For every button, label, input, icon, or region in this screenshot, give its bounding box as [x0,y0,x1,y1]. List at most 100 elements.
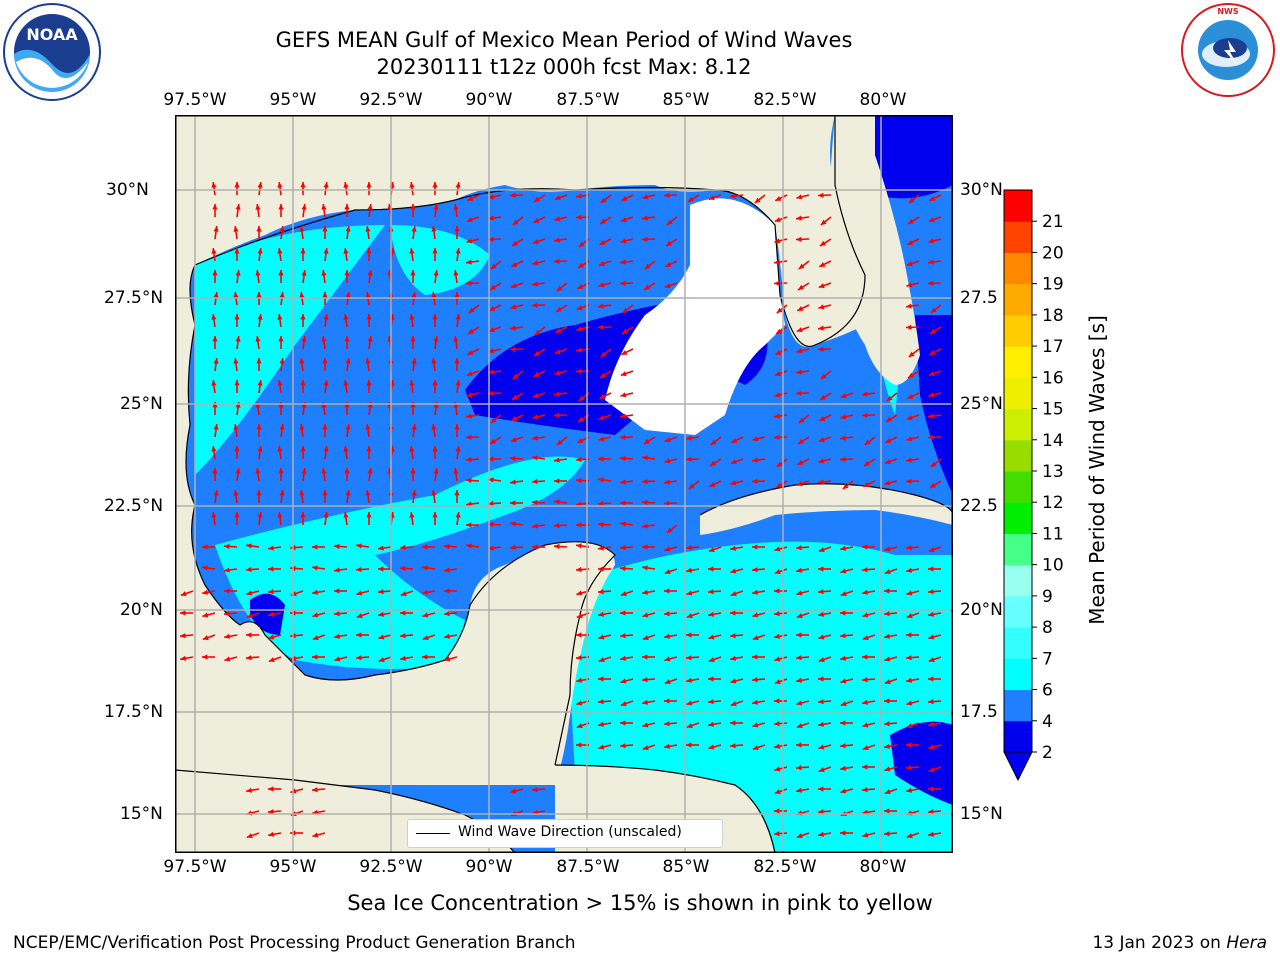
wave-direction-arrowhead [213,490,219,496]
wave-direction-arrowhead [620,701,627,707]
wave-direction-arrowhead [862,589,868,595]
wave-direction-arrowhead [930,328,936,334]
wave-direction-arrowhead [344,336,350,342]
wave-direction-arrowhead [532,281,538,287]
wave-direction-arrowhead [818,634,825,640]
wave-direction-arrowhead [818,831,824,837]
wave-direction-arrowhead [818,589,824,595]
lat-tick-right: 25°N [960,394,1003,414]
wave-direction-arrowhead [256,358,262,364]
wave-direction-arrowhead [334,656,341,662]
colorbar-segment [1004,502,1032,534]
wave-direction-arrowhead [367,402,373,408]
wave-direction-arrowhead [234,446,240,452]
wave-direction-arrowhead [776,328,782,334]
wave-direction-arrowhead [366,314,372,320]
wave-direction-arrowhead [796,194,803,200]
wave-direction-arrowhead [277,182,283,188]
colorbar-segment [1004,533,1032,566]
wave-direction-arrowhead [224,656,231,662]
wave-direction-arrowhead [906,723,913,729]
wave-direction-arrowhead [620,610,626,616]
wave-direction-arrowhead [840,545,846,551]
colorbar-segment [1004,408,1032,441]
wave-direction-arrowhead [345,292,351,298]
wave-direction-arrowhead [862,654,868,660]
wave-direction-arrowhead [708,699,714,705]
wave-direction-arrowhead [488,545,494,551]
lon-tick-top: 80°W [859,90,907,110]
wave-direction-arrowhead [366,446,372,452]
wave-direction-arrowhead [534,329,541,335]
wave-direction-arrowhead [884,611,890,617]
wave-direction-arrowhead [818,437,825,443]
wave-direction-arrowhead [774,392,781,398]
wave-direction-arrowhead [455,512,461,518]
colorbar-tick-label: 21 [1042,212,1064,232]
svg-text:NOAA: NOAA [26,25,78,44]
wave-direction-arrowhead [365,424,371,430]
wave-direction-arrowhead [202,589,208,595]
wave-direction-arrowhead [554,499,560,505]
colorbar-tick-label: 4 [1042,712,1053,732]
wave-direction-arrowhead [180,591,187,597]
wave-direction-arrowhead [300,446,306,452]
wave-direction-arrowhead [255,468,261,474]
wave-direction-arrowhead [212,468,218,474]
wave-direction-arrowhead [431,490,437,496]
wave-direction-arrowhead [598,566,604,572]
wave-zone-west-north [390,225,490,295]
wave-direction-arrowhead [774,371,781,377]
wave-direction-arrowhead [334,588,340,594]
wave-direction-arrowhead [224,543,230,550]
footer-date: 13 Jan 2023 on Hera [1092,933,1267,953]
wave-direction-arrowhead [665,262,672,267]
wave-direction-arrowhead [730,678,737,684]
wave-direction-arrowhead [797,306,804,311]
wave-direction-arrowhead [554,370,561,376]
wave-direction-arrowhead [710,439,717,445]
wave-direction-arrowhead [322,424,328,430]
map-legend: Wind Wave Direction (unscaled) [407,819,723,848]
wave-direction-arrowhead [234,314,240,320]
wave-direction-arrowhead [366,248,372,254]
wave-direction-arrowhead [365,358,371,364]
wave-direction-arrowhead [211,380,217,386]
wave-direction-arrowhead [884,721,890,727]
wave-direction-arrowhead [312,832,319,838]
wave-direction-arrowhead [664,588,670,594]
wave-direction-arrowhead [343,248,349,254]
wave-direction-arrowhead [752,436,759,442]
wave-direction-arrowhead [211,182,217,188]
colorbar-tick-label: 20 [1042,243,1064,263]
wave-direction-arrowhead [796,567,802,573]
lat-tick-left: 15°N [120,804,163,824]
wave-direction-arrowhead [211,446,217,452]
wave-direction-arrowhead [578,241,585,247]
wave-direction-arrowhead [468,307,475,313]
wave-direction-arrowhead [840,610,846,616]
wave-direction-arrowhead [620,544,626,551]
wave-direction-arrowhead [752,478,758,484]
wave-direction-arrowhead [774,259,780,265]
wave-direction-arrowhead [246,590,253,596]
wave-direction-arrowhead [642,635,649,641]
wave-direction-arrowhead [774,413,780,419]
wave-direction-arrowhead [532,478,538,485]
wave-direction-arrowhead [752,654,758,660]
sea-ice-note: Sea Ice Concentration > 15% is shown in … [347,891,933,915]
wave-direction-arrowhead [257,380,263,386]
wave-direction-arrowhead [798,263,805,269]
wave-direction-arrowhead [840,568,847,574]
wave-direction-arrowhead [598,744,605,750]
wave-direction-arrowhead [775,196,782,201]
colorbar-tick-label: 11 [1042,524,1064,544]
wave-direction-arrowhead [774,656,781,662]
wave-direction-arrowhead [554,195,561,201]
wave-zone-central [215,456,585,669]
wave-direction-arrowhead [268,545,274,551]
wave-direction-arrowhead [752,612,759,618]
wave-direction-arrowhead [906,324,912,330]
colorbar-tick-label: 16 [1042,368,1064,388]
wave-direction-arrowhead [642,589,648,595]
